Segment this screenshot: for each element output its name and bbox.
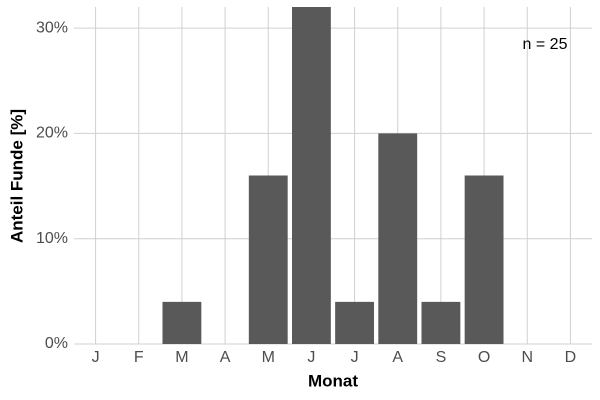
x-tick-label: F (134, 349, 144, 366)
bar (162, 301, 202, 344)
bar (248, 175, 288, 344)
bar (335, 301, 375, 344)
x-tick-label: O (478, 349, 490, 366)
y-tick-label: 20% (36, 125, 68, 142)
annotation: n = 25 (523, 36, 568, 53)
x-tick-label: A (220, 349, 231, 366)
x-tick-label: J (92, 349, 100, 366)
x-tick-label: J (351, 349, 359, 366)
y-tick-label: 10% (36, 230, 68, 247)
bar (464, 175, 504, 344)
x-tick-label: M (175, 349, 188, 366)
x-tick-label: M (262, 349, 275, 366)
x-tick-label: D (565, 349, 577, 366)
x-tick-label: N (521, 349, 533, 366)
y-tick-label: 0% (45, 335, 68, 352)
x-tick-label: J (307, 349, 315, 366)
bar (378, 133, 418, 344)
bar (421, 301, 461, 344)
y-tick-label: 30% (36, 19, 68, 36)
y-axis-title: Anteil Funde [%] (7, 109, 26, 243)
x-tick-label: A (392, 349, 403, 366)
bar (291, 7, 331, 344)
x-axis-title: Monat (308, 371, 358, 390)
x-tick-label: S (436, 349, 447, 366)
